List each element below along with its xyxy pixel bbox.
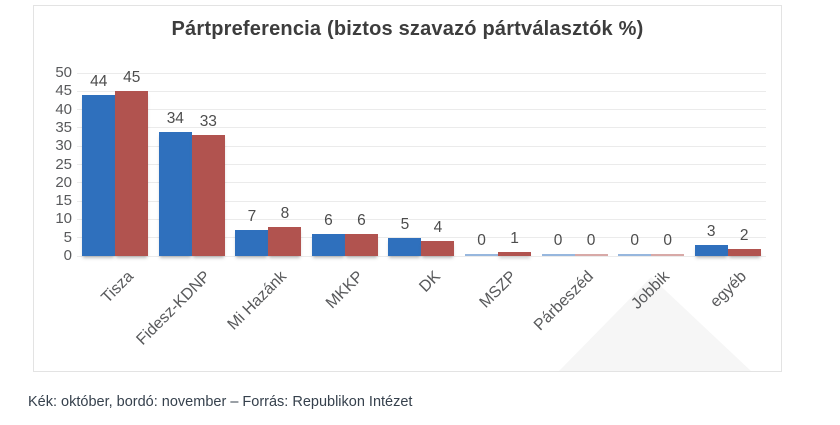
bar-value-label: 0 [477,232,486,249]
gridline [77,109,766,111]
bar-value-label: 5 [400,215,410,233]
bar-value-label: 45 [123,69,141,87]
bar-value-label: 34 [166,109,184,127]
bar-value-label: 33 [199,113,217,131]
bar [311,234,345,256]
gridline [77,164,766,165]
bar-cell: 0 [574,232,608,256]
bar-cell: 0 [651,232,685,256]
bar-value-label: 6 [324,212,333,230]
bar [191,135,225,256]
gridline [77,218,766,220]
bar-cell: 45 [115,69,149,256]
plot-area: 44 45 34 33 7 8 6 6 5 4 0 1 0 0 0 0 3 2 [77,69,766,257]
y-axis: 0 5 10 15 20 25 30 35 40 45 50 [38,64,72,264]
bar-cell: 33 [191,113,225,256]
bar [465,254,499,256]
bar-value-label: 6 [357,212,366,230]
bar-value-label: 0 [663,232,672,249]
bar-cell: 7 [235,208,269,256]
bar [235,230,269,256]
bar [498,252,532,256]
gridline [77,72,766,74]
bar-cell: 0 [541,232,575,256]
y-tick-label: 45 [55,82,72,100]
bar [694,245,728,256]
y-tick-label: 20 [55,173,72,191]
bar [344,234,378,256]
gridline [77,182,766,184]
bar [541,254,575,256]
bar-value-label: 4 [433,219,443,237]
bar-cell: 3 [694,223,728,256]
y-tick-label: 0 [63,247,72,264]
y-tick-label: 25 [55,155,72,173]
gridline [77,127,766,129]
bar-value-label: 8 [280,204,290,222]
y-tick-label: 50 [55,64,72,81]
gridline [77,200,766,202]
bar-value-label: 44 [90,72,108,90]
bar-cell: 0 [618,232,652,256]
bar-value-label: 0 [630,232,639,249]
y-tick-label: 35 [55,118,72,136]
gridline [77,237,766,239]
bar-group: 34 33 [154,73,231,256]
bar-value-label: 0 [586,232,596,249]
bar-cell: 6 [344,212,378,256]
chart-card: Pártpreferencia (biztos szavazó pártvála… [33,5,782,372]
bar [82,94,116,256]
bar-cell: 5 [388,215,422,256]
bar [268,226,302,256]
y-tick-label: 30 [55,137,72,155]
bar-cell: 6 [311,212,345,256]
bar [618,254,652,256]
bar-cell: 0 [465,232,499,256]
y-tick-label: 5 [63,228,72,246]
chart-title: Pártpreferencia (biztos szavazó pártvála… [171,18,644,40]
bar-cell: 1 [498,230,532,256]
bar [115,91,149,256]
chart-caption: Kék: október, bordó: november – Forrás: … [28,394,413,410]
bar-value-label: 1 [510,230,519,248]
bar-cell: 34 [158,109,192,256]
gridline [77,255,766,257]
bar-cell: 44 [82,72,116,256]
bar-cell: 4 [421,219,455,256]
gridline [77,90,766,92]
bar-group: 44 45 [77,69,154,256]
bar-cell: 2 [727,226,761,256]
bar-value-label: 0 [553,232,563,249]
bar-cell: 8 [268,204,302,256]
bar [158,131,192,256]
y-tick-label: 10 [55,210,72,228]
bar [727,248,761,256]
bar-value-label: 7 [247,208,257,226]
bar-value-label: 3 [706,223,716,241]
bar [574,254,608,256]
y-tick-label: 40 [55,100,72,118]
bar [388,237,422,256]
bar [651,254,685,256]
x-axis: Tisza Fidesz-KDNP Mi Hazánk MKKP DK MSZP Párbe… [77,256,766,371]
bar-value-label: 2 [739,226,749,244]
y-tick-label: 15 [55,192,72,210]
bar [421,241,455,256]
gridline [77,145,766,147]
